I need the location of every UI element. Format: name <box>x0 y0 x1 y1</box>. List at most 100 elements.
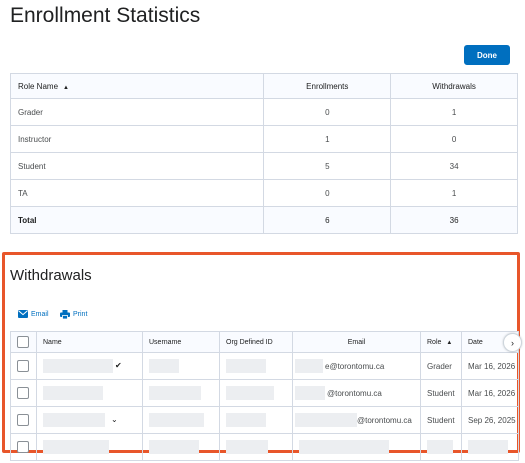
select-all-checkbox[interactable] <box>17 336 29 348</box>
withdrawals-header: Withdrawals <box>390 73 518 99</box>
email-cell: @torontomu.ca <box>292 379 421 407</box>
chevron-down-icon: ⌄ <box>111 415 118 425</box>
withdrawals-table: Name Username Org Defined ID Email Role ▲… <box>10 331 519 461</box>
email-cell <box>292 433 421 461</box>
role-cell: Grader <box>420 352 462 380</box>
org-id-header[interactable]: Org Defined ID <box>219 331 293 353</box>
redacted-name <box>43 413 105 427</box>
username-header[interactable]: Username <box>142 331 220 353</box>
select-all-cell <box>10 331 37 353</box>
role-cell: Student <box>9 152 265 180</box>
envelope-icon <box>18 310 28 318</box>
row-checkbox[interactable] <box>17 360 29 372</box>
name-cell: ⌄ <box>36 406 143 434</box>
row-checkbox[interactable] <box>17 387 29 399</box>
redacted-org-id <box>226 359 266 373</box>
scroll-right-button[interactable]: › <box>503 333 522 352</box>
redacted-name <box>43 386 103 400</box>
redacted-name <box>43 359 113 373</box>
username-cell <box>142 406 220 434</box>
row-select-cell <box>10 352 37 380</box>
withdrawals-cell: 34 <box>390 152 518 180</box>
table-row <box>10 433 519 461</box>
table-row: TA 0 1 <box>9 179 518 207</box>
row-checkbox[interactable] <box>17 441 29 453</box>
done-button[interactable]: Done <box>464 45 510 65</box>
checkmark-icon: ✔ <box>115 361 122 371</box>
redacted-username <box>149 440 199 454</box>
redacted-name <box>43 440 109 454</box>
redacted-username <box>149 386 201 400</box>
role-cell <box>420 433 462 461</box>
row-select-cell <box>10 379 37 407</box>
email-button[interactable]: Email <box>18 310 49 318</box>
redacted-username <box>149 359 179 373</box>
enrollments-header: Enrollments <box>263 73 392 99</box>
total-label: Total <box>9 206 265 234</box>
enrollment-stats-table: Role Name ▲ Enrollments Withdrawals Grade… <box>9 73 518 234</box>
email-header[interactable]: Email <box>292 331 421 353</box>
name-cell: ✔ <box>36 352 143 380</box>
sort-ascending-icon: ▲ <box>446 339 453 346</box>
page-title: Enrollment Statistics <box>10 4 201 27</box>
withdrawals-cell: 0 <box>390 125 518 153</box>
redacted-role <box>427 440 453 454</box>
org-id-cell <box>219 433 293 461</box>
date-cell: Sep 26, 2025 <box>461 406 519 434</box>
redacted-username <box>149 413 204 427</box>
redacted-org-id <box>226 413 266 427</box>
redacted-email <box>299 440 389 454</box>
enrollments-cell: 0 <box>263 179 392 207</box>
org-id-cell <box>219 406 293 434</box>
name-cell <box>36 379 143 407</box>
email-value: e@torontomu.ca <box>325 361 385 371</box>
enrollments-cell: 1 <box>263 125 392 153</box>
printer-icon <box>60 310 70 319</box>
username-cell <box>142 379 220 407</box>
sort-ascending-icon[interactable]: ▲ <box>63 84 69 91</box>
total-row: Total 6 36 <box>9 206 518 234</box>
email-value: @torontomu.ca <box>327 388 382 398</box>
role-header-label: Role <box>427 338 442 346</box>
org-id-cell <box>219 379 293 407</box>
name-header[interactable]: Name <box>36 331 143 353</box>
role-cell: Grader <box>9 98 265 126</box>
table-row: Instructor 1 0 <box>9 125 518 153</box>
redacted-date <box>468 440 508 454</box>
role-cell: Student <box>420 379 462 407</box>
enrollments-cell: 0 <box>263 98 392 126</box>
role-name-header[interactable]: Role Name ▲ <box>9 73 265 99</box>
enrollments-cell: 5 <box>263 152 392 180</box>
row-select-cell <box>10 406 37 434</box>
email-cell: e@torontomu.ca <box>292 352 421 380</box>
role-cell: Instructor <box>9 125 265 153</box>
print-label: Print <box>73 311 88 318</box>
table-row: ✔ e@torontomu.ca Grader Mar 16, 2026 <box>10 352 519 380</box>
table-row: Student 5 34 <box>9 152 518 180</box>
redacted-email <box>295 359 323 373</box>
table-row: Grader 0 1 <box>9 98 518 126</box>
username-cell <box>142 352 220 380</box>
role-cell: TA <box>9 179 265 207</box>
email-value: @torontomu.ca <box>357 415 412 425</box>
email-cell: @torontomu.ca <box>292 406 421 434</box>
row-checkbox[interactable] <box>17 414 29 426</box>
redacted-email <box>295 386 325 400</box>
date-cell <box>461 433 519 461</box>
withdrawals-cell: 1 <box>390 98 518 126</box>
row-select-cell <box>10 433 37 461</box>
redacted-org-id <box>226 386 274 400</box>
withdrawals-cell: 1 <box>390 179 518 207</box>
date-cell: Mar 16, 2026 <box>461 379 519 407</box>
table-row: @torontomu.ca Student Mar 16, 2026 <box>10 379 519 407</box>
table-row: ⌄ @torontomu.ca Student Sep 26, 2025 <box>10 406 519 434</box>
withdrawals-title: Withdrawals <box>10 267 92 284</box>
username-cell <box>142 433 220 461</box>
date-cell: Mar 16, 2026 <box>461 352 519 380</box>
name-cell <box>36 433 143 461</box>
role-cell: Student <box>420 406 462 434</box>
role-header[interactable]: Role ▲ <box>420 331 462 353</box>
redacted-email <box>295 413 357 427</box>
print-button[interactable]: Print <box>60 310 87 319</box>
total-enrollments: 6 <box>263 206 392 234</box>
